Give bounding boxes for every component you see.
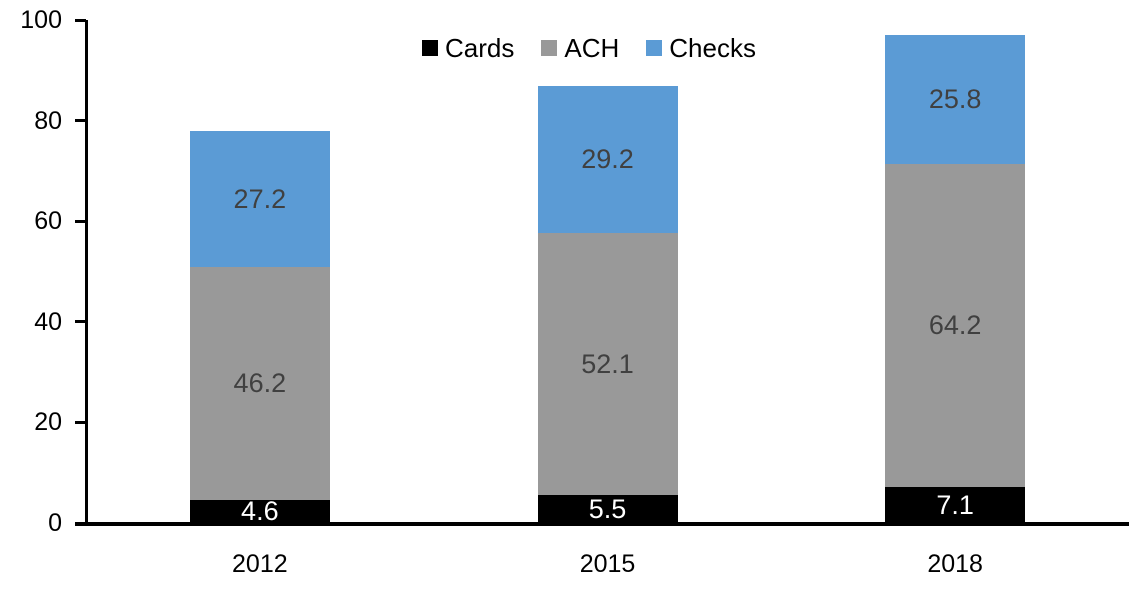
bar-segment-ach-2018: 64.2 — [885, 164, 1026, 488]
bar-segment-cards-2012: 4.6 — [189, 495, 330, 526]
legend: Cards ACH Checks — [22, 34, 1134, 62]
legend-item-checks: Checks — [646, 34, 756, 62]
bar-segment-checks-2012: 27.2 — [189, 130, 330, 268]
data-label-checks-2018: 25.8 — [928, 83, 982, 114]
x-axis-line — [75, 522, 1129, 526]
legend-item-cards: Cards — [422, 34, 514, 62]
y-axis-tick-mark — [75, 119, 86, 123]
bar-segment-cards-2018: 7.1 — [885, 487, 1026, 523]
data-label-ach-2012: 46.2 — [233, 368, 287, 399]
y-axis-tick-label: 80 — [34, 106, 62, 135]
data-label-cards-2012: 4.6 — [241, 495, 279, 526]
bar-2015: 29.2 52.1 5.5 — [537, 86, 678, 524]
data-label-ach-2015: 52.1 — [581, 348, 634, 379]
bar-2018: 25.8 64.2 7.1 — [885, 34, 1026, 523]
y-axis-tick-mark — [75, 420, 86, 424]
data-label-ach-2018: 64.2 — [928, 310, 982, 341]
bar-segment-cards-2015: 5.5 — [537, 493, 678, 524]
data-label-checks-2015: 29.2 — [581, 144, 634, 175]
y-axis-tick-label: 100 — [20, 6, 62, 34]
bar-segment-checks-2018: 25.8 — [885, 34, 1026, 165]
legend-swatch-cards — [422, 40, 439, 56]
legend-swatch-ach — [541, 40, 558, 56]
bar-segment-ach-2015: 52.1 — [537, 233, 678, 496]
data-label-cards-2015: 5.5 — [588, 493, 627, 524]
y-axis-tick-label: 60 — [34, 207, 62, 236]
y-axis-tick-label: 0 — [48, 509, 62, 537]
data-label-checks-2012: 27.2 — [233, 183, 287, 214]
bar-segment-ach-2012: 46.2 — [189, 267, 330, 500]
y-axis-tick-mark — [75, 320, 86, 324]
legend-label: Checks — [669, 33, 756, 63]
legend-item-ach: ACH — [541, 34, 619, 62]
bar-segment-checks-2015: 29.2 — [537, 86, 678, 234]
y-axis-tick-mark — [75, 219, 86, 223]
y-axis-tick-label: 20 — [34, 408, 62, 437]
legend-label: Cards — [445, 33, 515, 63]
x-axis-tick-label-2018: 2018 — [927, 550, 983, 578]
x-axis-tick-label-2015: 2015 — [579, 550, 636, 578]
y-axis-line — [85, 20, 88, 523]
y-axis-tick-label: 40 — [34, 307, 62, 336]
x-axis-tick-label-2012: 2012 — [232, 550, 288, 578]
y-axis-tick-mark — [75, 18, 86, 22]
data-label-cards-2018: 7.1 — [936, 489, 974, 520]
legend-label: ACH — [564, 33, 620, 63]
bar-2012: 27.2 46.2 4.6 — [189, 130, 330, 526]
legend-swatch-checks — [646, 40, 663, 56]
